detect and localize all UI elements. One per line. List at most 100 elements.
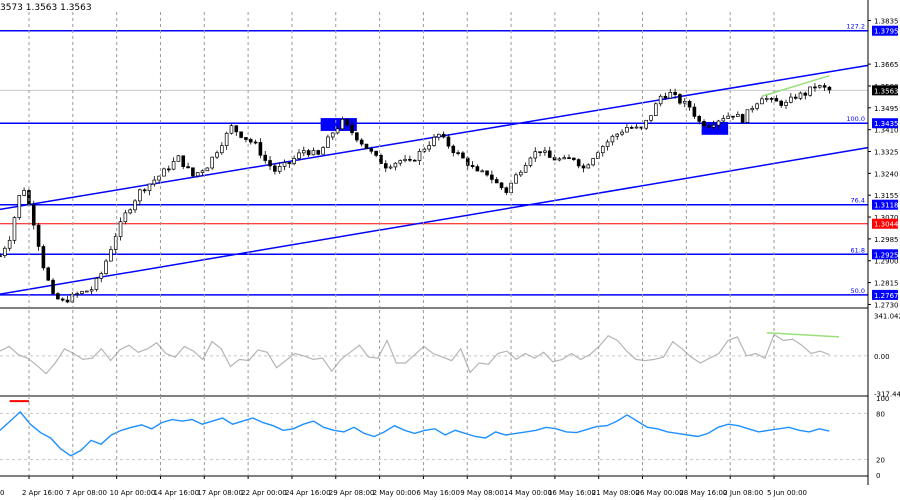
candle-body: [557, 158, 562, 161]
candle-body: [36, 224, 41, 247]
candle-body: [504, 187, 509, 193]
cci-line: [0, 333, 830, 375]
candle-body: [649, 115, 653, 121]
candle-body: [591, 158, 595, 166]
candle-body: [89, 289, 94, 292]
candle-body: [205, 167, 210, 172]
price-tick-label: 1.3665: [874, 61, 899, 69]
time-label: 5 Jun 00:00: [767, 489, 807, 497]
candle-body: [600, 146, 605, 154]
cci-tick-label: 341.0423: [874, 312, 900, 320]
candle-body: [745, 109, 750, 123]
rsi-tick-label: 0: [876, 472, 880, 480]
time-label: 2 Apr 16:00: [22, 489, 63, 497]
price-panel: 1.38351.36651.35801.34951.34101.33251.32…: [0, 17, 899, 309]
candle-body: [80, 291, 84, 294]
candle-body: [716, 120, 721, 126]
candle-body: [268, 160, 272, 167]
candle-body: [470, 165, 475, 167]
candle-body: [581, 165, 586, 169]
price-tick-label: 1.3240: [874, 170, 899, 178]
time-label: 26 May 00:00: [636, 489, 684, 497]
candle-body: [109, 249, 113, 262]
candle-body: [793, 96, 798, 99]
candle-body: [340, 118, 345, 130]
cci-tick-label: 0.00: [874, 353, 890, 361]
candle-body: [485, 170, 489, 176]
candle-body: [798, 92, 803, 99]
candle-body: [654, 103, 658, 116]
candle-body: [292, 158, 296, 164]
candle-body: [437, 133, 441, 138]
price-tick-label: 1.3835: [874, 17, 899, 25]
candle-body: [12, 217, 17, 241]
candle-body: [499, 182, 504, 189]
candle-body: [562, 157, 566, 160]
time-label: 22 Apr 00:00: [241, 489, 287, 497]
candle-body: [422, 148, 427, 152]
candle-body: [779, 100, 783, 106]
candle-body: [663, 95, 668, 99]
candle-body: [345, 118, 349, 126]
candle-body: [191, 167, 195, 177]
candle-body: [427, 145, 431, 150]
candle-body: [118, 221, 123, 237]
candle-body: [248, 139, 253, 143]
candle-body: [104, 260, 108, 274]
time-label: 29 Apr 08:00: [329, 489, 375, 497]
candle-body: [494, 179, 499, 184]
candle-body: [523, 165, 528, 173]
candle-body: [605, 141, 610, 147]
candle-body: [572, 157, 576, 160]
candle-body: [514, 174, 518, 184]
candle-body: [152, 179, 157, 185]
candle-body: [813, 86, 817, 89]
candle-body: [817, 85, 822, 88]
level-price-label: 1.3044: [874, 221, 899, 229]
candle-body: [764, 98, 769, 100]
candle-body: [142, 189, 147, 192]
fib-label: 61.8: [851, 246, 865, 254]
candle-body: [682, 100, 687, 104]
candle-body: [625, 126, 629, 133]
candle-body: [721, 118, 726, 122]
candle-body: [215, 152, 219, 158]
candle-body: [822, 85, 827, 88]
candle-body: [355, 132, 359, 141]
candle-body: [456, 152, 460, 154]
candle-body: [673, 92, 677, 95]
price-tick-label: 1.2900: [874, 258, 899, 266]
candle-body: [316, 150, 321, 155]
candle-body: [750, 107, 755, 111]
fib-label: 50.0: [851, 287, 865, 295]
candle-body: [330, 132, 335, 138]
candle-body: [658, 95, 663, 105]
fib-label: 100.0: [846, 115, 865, 123]
candle-body: [263, 154, 268, 161]
candle-body: [620, 131, 624, 135]
candle-body: [369, 148, 374, 152]
candle-body: [335, 128, 340, 134]
rsi-panel: 100 80 20 0: [0, 395, 889, 480]
time-label: 7 Apr 08:00: [66, 489, 107, 497]
candle-body: [123, 212, 128, 223]
candle-body: [181, 155, 186, 167]
time-label: 14 May 00:00: [504, 489, 552, 497]
level-price-label: 1.3795: [874, 28, 899, 36]
candle-body: [668, 92, 673, 99]
level-price-label: 1.3118: [874, 202, 899, 210]
candle-body: [350, 124, 354, 134]
candle-body: [306, 150, 311, 156]
candle-body: [702, 121, 706, 127]
candle-body: [408, 158, 412, 161]
candle-body: [393, 162, 398, 168]
candle-body: [244, 137, 248, 140]
candle-body: [379, 155, 383, 164]
divergence-line-price: [761, 74, 830, 97]
candle-body: [7, 239, 12, 249]
candle-body: [403, 158, 407, 161]
time-label: 2 May 00:00: [373, 489, 417, 497]
candle-body: [186, 166, 190, 169]
candle-body: [282, 162, 287, 167]
price-tick-label: 1.2730: [874, 301, 899, 309]
